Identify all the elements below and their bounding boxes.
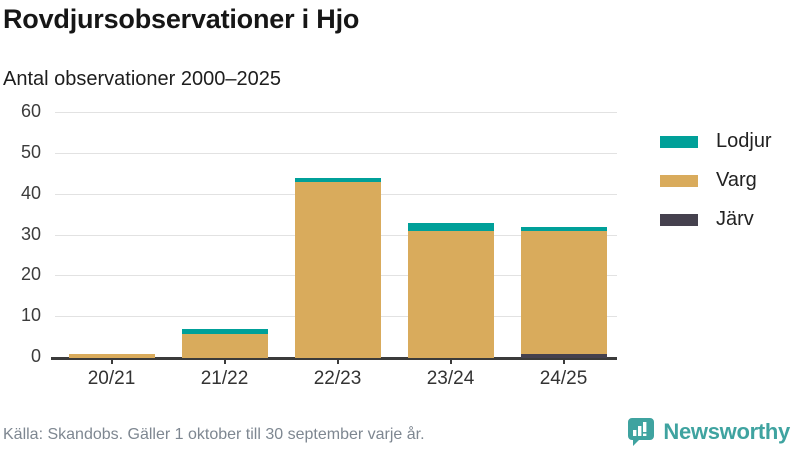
x-tick-21/22 [223,358,226,364]
newsworthy-brand: Newsworthy [627,417,790,447]
bar-segment-24/25-järv [520,353,607,358]
bar-segment-22/23-varg [294,182,381,358]
newsworthy-logo-icon [628,418,655,446]
y-tick-label-50: 50 [20,141,41,162]
x-tick-label-21/22: 21/22 [200,368,249,389]
page-subtitle: Antal observationer 2000–2025 [3,68,281,90]
bar-segment-21/22-lodjur [181,329,268,334]
x-tick-label-23/24: 23/24 [426,368,475,389]
y-tick-label-60: 60 [20,101,41,121]
bar-segment-23/24-varg [407,231,494,358]
x-tick-label-20/21: 20/21 [87,368,136,389]
legend-label-lodjur: Lodjur [716,130,772,152]
y-tick-label-20: 20 [20,264,41,285]
x-tick-20/21 [110,358,113,364]
x-tick-label-22/23: 22/23 [313,368,362,389]
bar-24/25 [520,227,607,358]
page-title: Rovdjursobservationer i Hjo [3,4,360,34]
legend-swatch-lodjur [660,135,698,148]
gridline-y-60 [55,112,617,113]
x-tick-label-24/25: 24/25 [539,368,588,389]
x-tick-23/24 [449,358,452,364]
legend-swatch-varg [660,174,698,187]
bar-21/22 [181,329,268,358]
source-note: Källa: Skandobs. Gäller 1 oktober till 3… [3,426,425,443]
bar-segment-24/25-varg [520,231,607,354]
bar-segment-21/22-varg [181,333,268,358]
bar-22/23 [294,178,381,358]
bar-segment-20/21-varg [68,353,155,358]
legend-swatch-järv [660,213,698,226]
gridline-y-50 [55,152,617,154]
y-tick-label-0: 0 [30,346,41,366]
x-tick-22/23 [336,358,339,364]
bar-chart-plot-area: 0 10 20 30 40 50 60 20/21 21/22 22/23 23/24 24/25 [21,101,620,389]
newsworthy-logo-text: Newsworthy [663,419,790,444]
y-tick-label-40: 40 [20,182,41,203]
bar-23/24 [407,223,494,358]
chart-legend: Lodjur Varg Järv [660,130,772,247]
y-tick-label-10: 10 [20,305,41,326]
x-axis-line [51,357,617,360]
x-tick-24/25 [562,358,565,364]
bar-segment-24/25-lodjur [520,227,607,232]
bar-segment-23/24-lodjur [407,223,494,232]
bar-segment-22/23-lodjur [294,178,381,183]
bar-20/21 [68,353,155,358]
y-tick-label-30: 30 [20,223,41,244]
legend-item-lodjur: Lodjur [660,130,772,153]
legend-item-varg: Varg [660,169,772,192]
legend-label-järv: Järv [716,208,754,230]
legend-item-järv: Järv [660,208,772,231]
legend-label-varg: Varg [716,169,757,191]
